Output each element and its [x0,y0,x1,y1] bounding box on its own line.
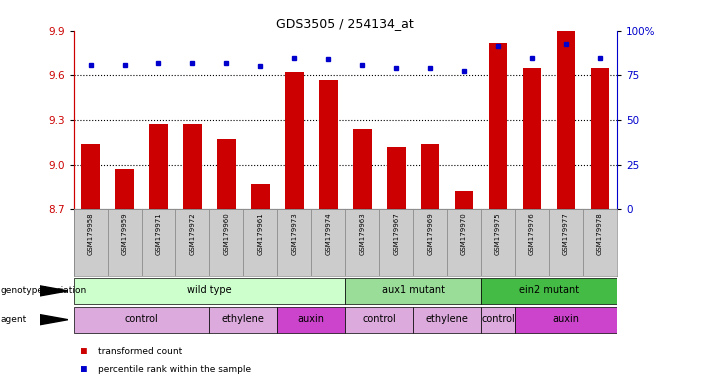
Text: GSM179971: GSM179971 [156,213,161,255]
Bar [251,184,270,209]
Text: GSM179960: GSM179960 [224,213,229,255]
Polygon shape [40,314,68,325]
Title: GDS3505 / 254134_at: GDS3505 / 254134_at [276,17,414,30]
Text: transformed count: transformed count [98,347,182,356]
Bar [210,307,278,333]
Bar [455,191,473,209]
Text: ethylene: ethylene [426,314,468,324]
Text: GSM179975: GSM179975 [495,213,501,255]
Bar [447,209,481,276]
Text: GSM179969: GSM179969 [427,213,433,255]
Bar [175,209,210,276]
Bar [285,73,304,209]
Bar [243,209,278,276]
Bar [590,68,609,209]
Bar [319,80,338,209]
Text: control: control [362,314,396,324]
Bar [210,209,243,276]
Bar [346,307,413,333]
Bar [353,129,372,209]
Text: ethylene: ethylene [222,314,265,324]
Text: ■: ■ [81,364,86,374]
Text: GSM179959: GSM179959 [121,213,128,255]
Text: genotype/variation: genotype/variation [1,286,87,295]
Bar [278,307,346,333]
Bar [557,31,576,209]
Text: GSM179958: GSM179958 [88,213,93,255]
Bar [74,307,210,333]
Text: aux1 mutant: aux1 mutant [381,285,444,295]
Text: agent: agent [1,315,27,324]
Bar [379,209,413,276]
Text: GSM179967: GSM179967 [393,213,399,255]
Bar [481,278,617,304]
Bar [346,209,379,276]
Text: control: control [125,314,158,324]
Text: wild type: wild type [187,285,232,295]
Text: control: control [481,314,515,324]
Bar [149,124,168,209]
Text: GSM179963: GSM179963 [359,213,365,255]
Bar [515,307,617,333]
Polygon shape [40,286,68,296]
Text: ■: ■ [81,346,86,356]
Bar [523,68,541,209]
Bar [81,144,100,209]
Text: GSM179976: GSM179976 [529,213,535,255]
Bar [583,209,617,276]
Bar [74,209,107,276]
Text: GSM179974: GSM179974 [325,213,332,255]
Bar [346,278,481,304]
Bar [142,209,175,276]
Bar [413,307,481,333]
Bar [413,209,447,276]
Bar [311,209,345,276]
Text: GSM179970: GSM179970 [461,213,467,255]
Bar [481,209,515,276]
Bar [489,43,508,209]
Text: auxin: auxin [552,314,580,324]
Bar [278,209,311,276]
Bar [421,144,440,209]
Text: GSM179961: GSM179961 [257,213,264,255]
Text: auxin: auxin [298,314,325,324]
Bar [515,209,549,276]
Bar [107,209,142,276]
Bar [74,278,346,304]
Text: percentile rank within the sample: percentile rank within the sample [98,365,251,374]
Bar [549,209,583,276]
Text: GSM179972: GSM179972 [189,213,196,255]
Text: GSM179977: GSM179977 [563,213,569,255]
Bar [217,139,236,209]
Bar [115,169,134,209]
Text: GSM179973: GSM179973 [292,213,297,255]
Bar [387,147,405,209]
Bar [183,124,202,209]
Text: ein2 mutant: ein2 mutant [519,285,579,295]
Text: GSM179978: GSM179978 [597,213,603,255]
Bar [481,307,515,333]
